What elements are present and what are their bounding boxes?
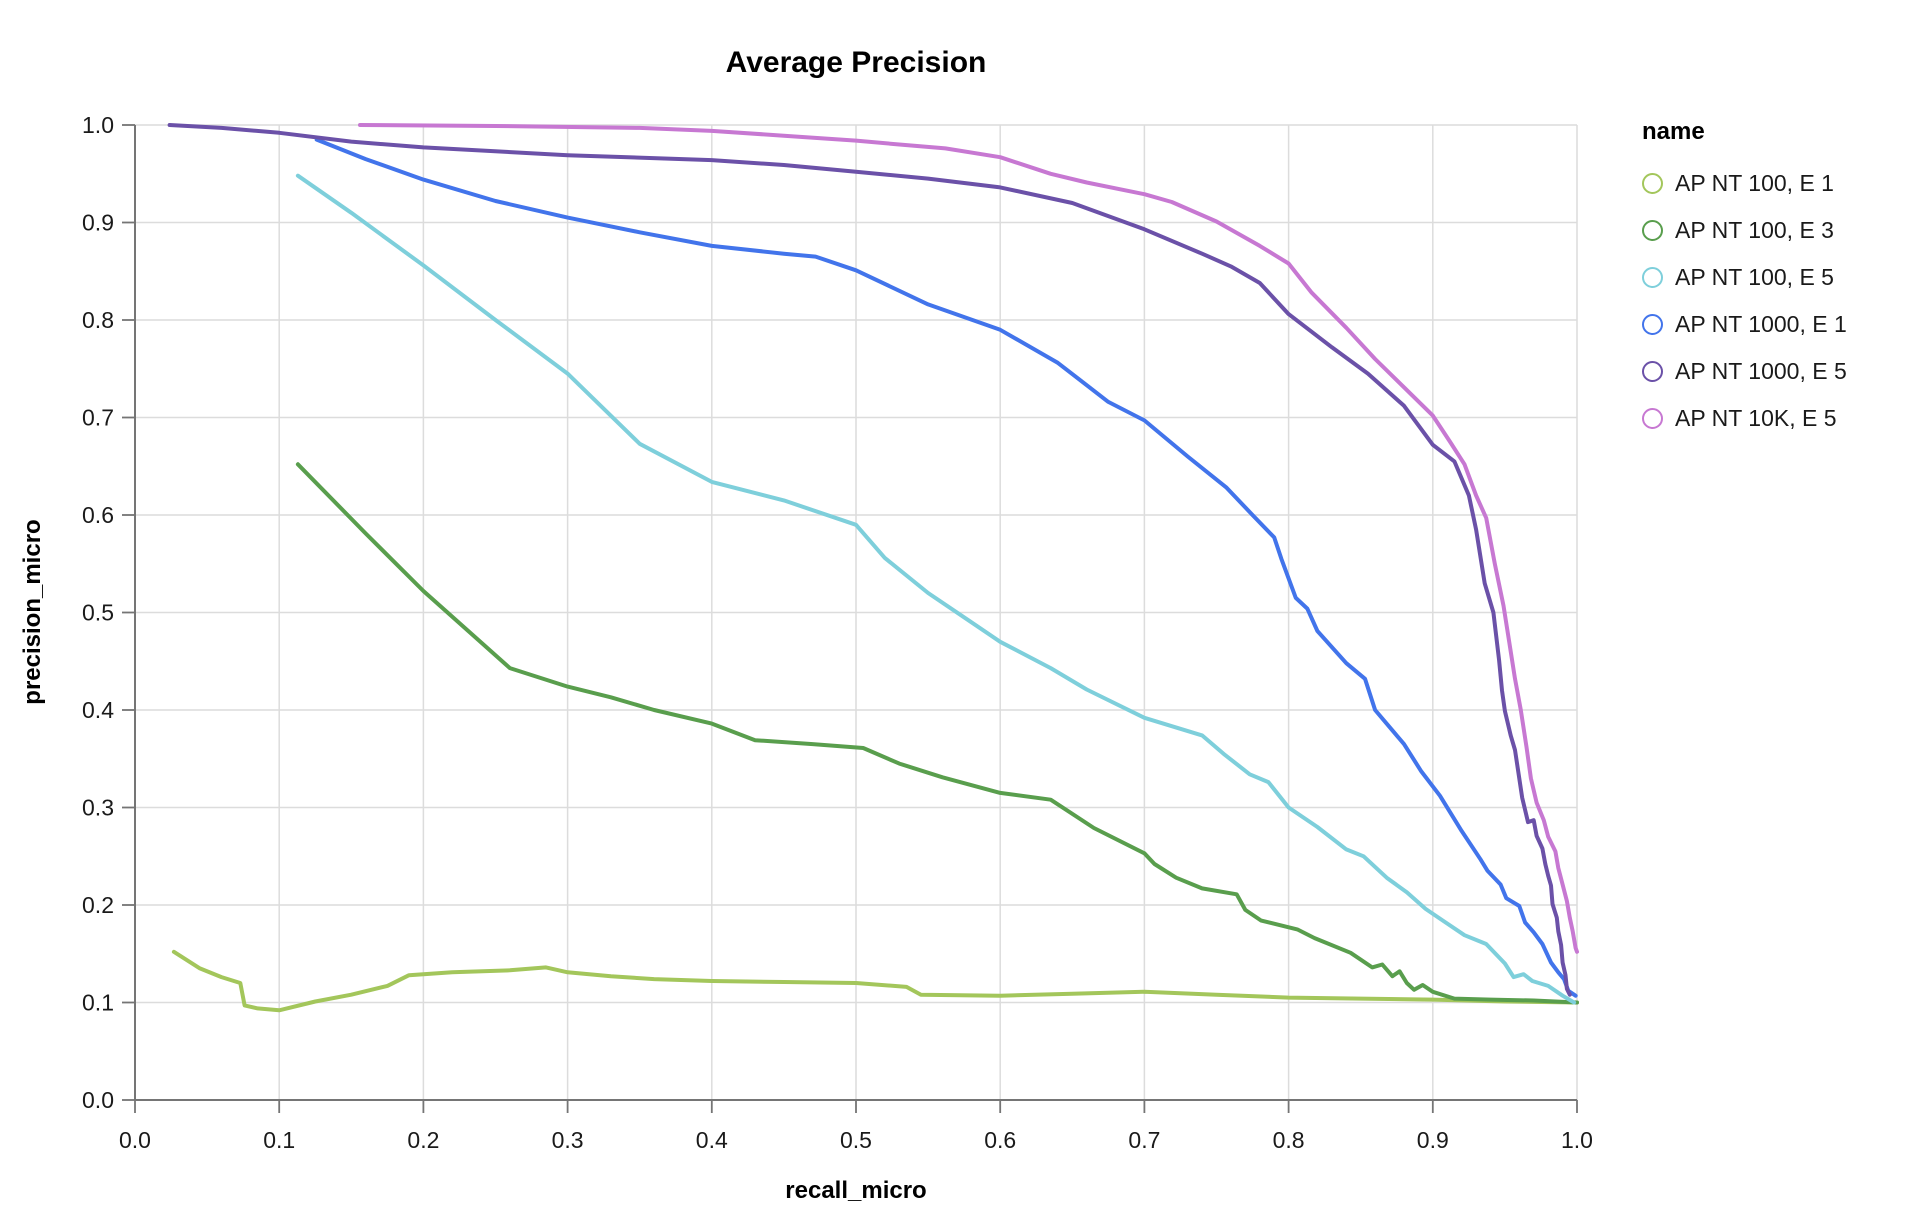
legend-symbol-icon <box>1642 172 1663 194</box>
x-tick-label: 0.6 <box>984 1127 1016 1153</box>
y-tick-label: 0.8 <box>82 307 114 333</box>
x-tick-label: 0.3 <box>552 1127 584 1153</box>
x-tick-label: 0.5 <box>840 1127 872 1153</box>
legend-symbol-icon <box>1642 360 1663 382</box>
y-tick-label: 0.0 <box>82 1087 114 1113</box>
legend-item-label: AP NT 1000, E 1 <box>1675 310 1847 337</box>
legend-item: AP NT 100, E 1 <box>1642 168 1922 198</box>
x-axis-title: recall_micro <box>785 1177 926 1204</box>
legend-items: AP NT 100, E 1 AP NT 100, E 3 AP NT 100, E… <box>1642 168 1922 433</box>
legend-symbol-icon <box>1642 407 1663 429</box>
data-series <box>167 123 1579 1013</box>
y-tick-label: 0.7 <box>82 405 114 431</box>
legend-item-label: AP NT 100, E 3 <box>1675 216 1834 243</box>
y-tick-label: 1.0 <box>82 112 114 138</box>
x-tick-label: 0.1 <box>263 1127 295 1153</box>
series-line <box>314 137 1578 998</box>
series-line <box>167 123 1572 997</box>
legend-item-label: AP NT 10K, E 5 <box>1675 404 1837 431</box>
y-tick-label: 0.5 <box>82 600 114 626</box>
legend-item: AP NT 10K, E 5 <box>1642 403 1922 433</box>
chart-title: Average Precision <box>726 46 987 79</box>
series-line <box>295 462 1579 1005</box>
legend-symbol-icon <box>1642 313 1663 335</box>
legend: name AP NT 100, E 1 AP NT 100, E 3 AP NT 1… <box>1642 118 1922 450</box>
series-line <box>171 949 1579 1013</box>
x-tick-label: 0.2 <box>407 1127 439 1153</box>
legend-item: AP NT 100, E 3 <box>1642 215 1922 245</box>
y-tick-label: 0.1 <box>82 990 114 1016</box>
x-tick-label: 0.7 <box>1128 1127 1160 1153</box>
legend-item: AP NT 1000, E 5 <box>1642 356 1922 386</box>
legend-item: AP NT 100, E 5 <box>1642 262 1922 292</box>
x-tick-label: 0.0 <box>119 1127 151 1153</box>
axes: 0.0 0.1 0.2 0.3 0.4 0.5 0.6 0.7 0.8 0.9 1.0 0.0 0.1 0… <box>82 112 1593 1153</box>
y-tick-label: 0.6 <box>82 502 114 528</box>
series-line <box>295 173 1577 1005</box>
legend-symbol-icon <box>1642 219 1663 241</box>
y-tick-label: 0.9 <box>82 210 114 236</box>
y-tick-label: 0.4 <box>82 697 114 723</box>
legend-item-label: AP NT 1000, E 5 <box>1675 357 1847 384</box>
x-tick-label: 0.4 <box>696 1127 728 1153</box>
y-tick-label: 0.3 <box>82 795 114 821</box>
legend-item: AP NT 1000, E 1 <box>1642 309 1922 339</box>
y-tick-label: 0.2 <box>82 892 114 918</box>
series-line <box>358 123 1579 954</box>
x-tick-label: 0.8 <box>1273 1127 1305 1153</box>
x-tick-label: 1.0 <box>1561 1127 1593 1153</box>
legend-item-label: AP NT 100, E 1 <box>1675 169 1834 196</box>
legend-title: name <box>1642 118 1705 145</box>
legend-symbol-icon <box>1642 266 1663 288</box>
x-tick-label: 0.9 <box>1417 1127 1449 1153</box>
y-axis-title: precision_micro <box>19 519 46 704</box>
legend-item-label: AP NT 100, E 5 <box>1675 263 1834 290</box>
